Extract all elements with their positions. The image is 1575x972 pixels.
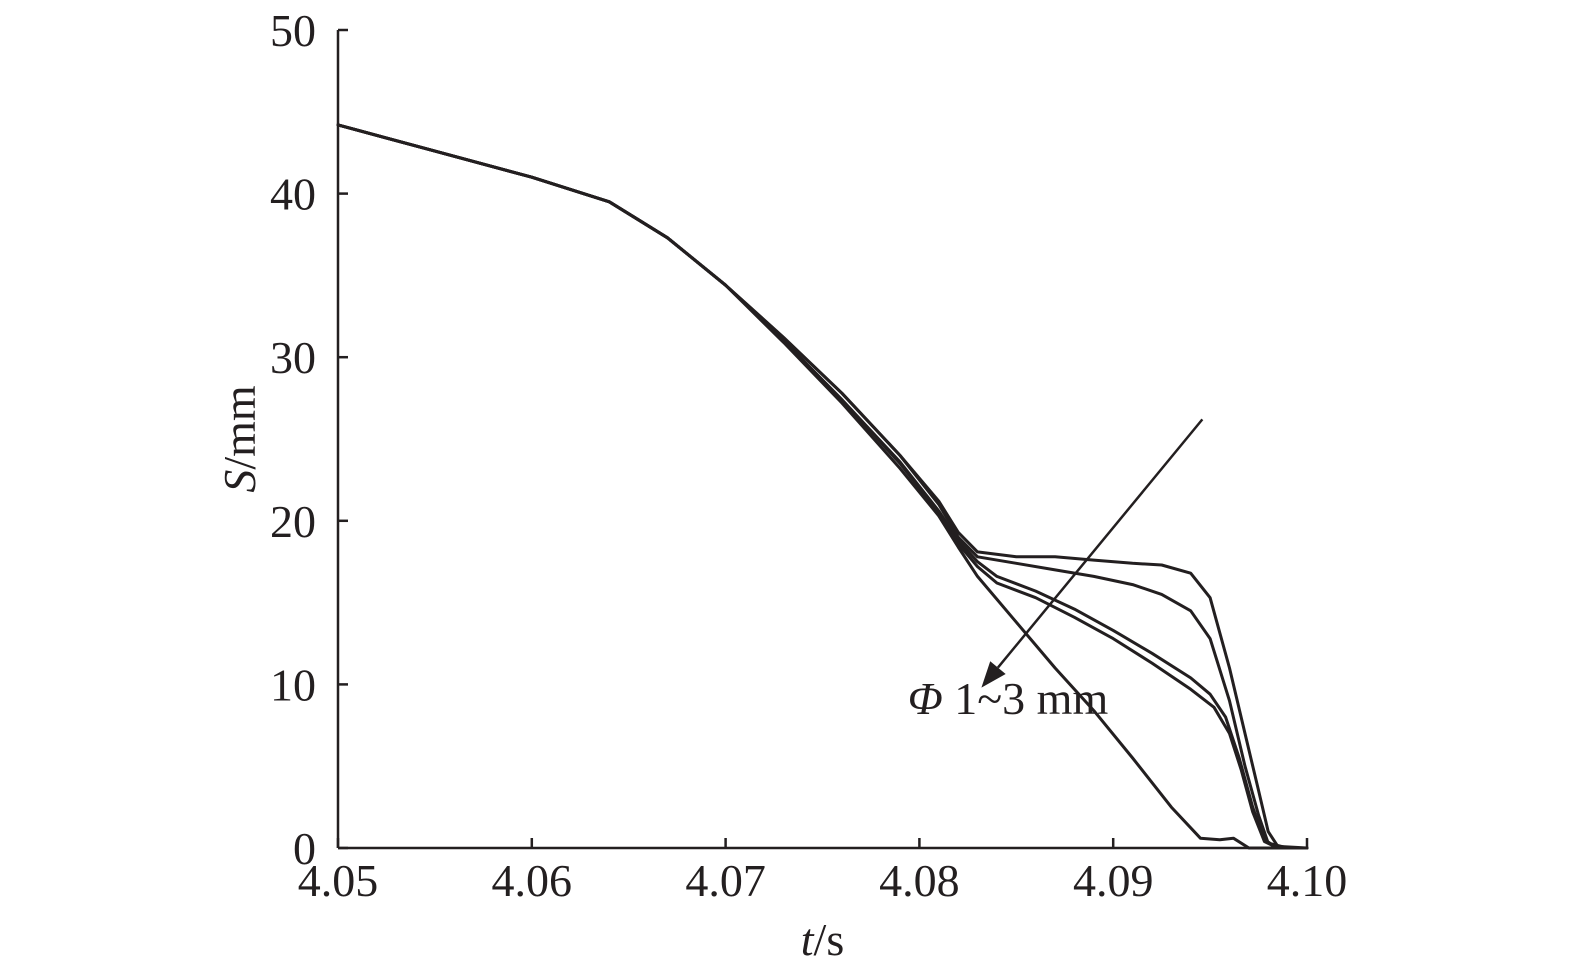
x-tick-label: 4.07 <box>685 855 766 906</box>
y-tick-label: 20 <box>270 496 316 547</box>
series-line-1 <box>336 123 1309 850</box>
annotation-label: Φ 1~3 mm <box>908 673 1109 724</box>
y-axis-title-symbol: S <box>214 470 265 493</box>
annotation-text: 1~3 mm <box>943 673 1109 724</box>
series-line-4 <box>336 123 1309 850</box>
x-axis-title-unit: /s <box>814 914 845 965</box>
series-lines <box>336 123 1309 850</box>
x-tick-label: 4.05 <box>298 855 379 906</box>
y-tick-label: 0 <box>293 823 316 874</box>
series-line-3 <box>336 123 1309 850</box>
x-tick-label: 4.10 <box>1267 855 1348 906</box>
diameter-annotation: Φ 1~3 mm <box>908 418 1204 724</box>
x-tick-label: 4.06 <box>492 855 573 906</box>
annotation-arrow-line <box>996 418 1204 669</box>
y-axis-title: S/mm <box>214 385 265 493</box>
annotation-arrow-head <box>981 661 1006 688</box>
y-tick-label: 50 <box>270 5 316 56</box>
x-axis-title-symbol: t <box>801 914 815 965</box>
series-line-5 <box>336 123 1309 850</box>
series-line-2 <box>336 123 1309 850</box>
x-tick-label: 4.08 <box>879 855 960 906</box>
x-ticks: 4.05 4.06 4.07 4.08 4.09 4.10 <box>298 838 1348 906</box>
axes <box>336 30 1307 850</box>
annotation-italic: Φ <box>908 673 943 724</box>
y-axis-title-unit: /mm <box>214 385 265 470</box>
x-tick-label: 4.09 <box>1073 855 1154 906</box>
y-tick-label: 30 <box>270 332 316 383</box>
x-axis-title: t/s <box>801 914 844 965</box>
y-tick-label: 40 <box>270 169 316 220</box>
y-tick-label: 10 <box>270 659 316 710</box>
y-ticks: 0 10 20 30 40 50 <box>270 5 348 874</box>
